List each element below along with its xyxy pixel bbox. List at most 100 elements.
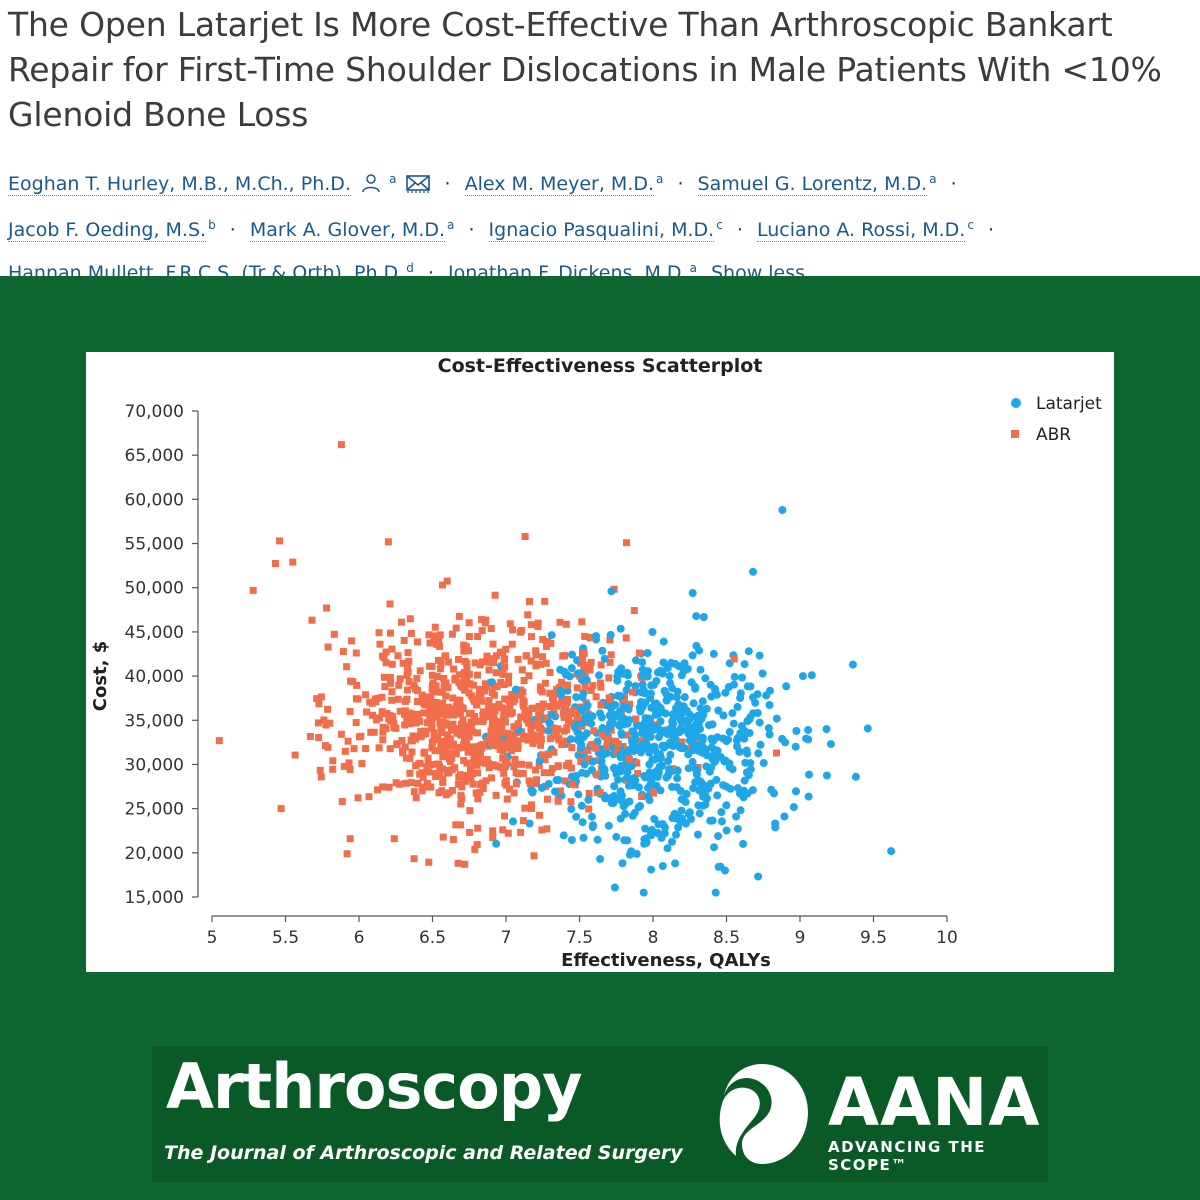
abr-point — [404, 649, 412, 657]
abr-point — [452, 750, 460, 758]
separator: · — [736, 219, 743, 241]
abr-point — [439, 765, 447, 773]
abr-point — [678, 738, 686, 746]
journal-name: Arthroscopy — [166, 1050, 583, 1123]
envelope-icon[interactable] — [406, 168, 431, 206]
abr-point — [431, 632, 439, 640]
author-link[interactable]: Alex M. Meyer, M.D. — [464, 173, 655, 196]
data-points — [215, 441, 896, 897]
abr-point — [456, 771, 464, 779]
abr-point — [511, 755, 519, 763]
abr-point — [437, 729, 445, 736]
latarjet-point — [672, 729, 681, 738]
latarjet-point — [639, 671, 648, 680]
abr-point — [493, 742, 501, 750]
latarjet-point — [653, 829, 662, 837]
latarjet-point — [699, 781, 708, 790]
latarjet-point — [650, 815, 659, 823]
latarjet-point — [610, 883, 619, 892]
abr-point — [479, 740, 487, 748]
abr-point — [526, 598, 533, 605]
latarjet-point — [741, 758, 750, 767]
latarjet-point — [624, 680, 633, 688]
author-link[interactable]: Luciano A. Rossi, M.D. — [756, 219, 966, 242]
abr-point — [439, 699, 446, 707]
abr-point — [537, 741, 545, 749]
abr-point — [532, 647, 540, 655]
author-link[interactable]: Eoghan T. Hurley, M.B., M.Ch., Ph.D. — [8, 173, 351, 196]
abr-point — [456, 671, 463, 679]
latarjet-point — [610, 792, 618, 800]
abr-point — [499, 826, 507, 834]
abr-point — [418, 787, 426, 795]
y-tick-label: 65,000 — [125, 446, 184, 466]
abr-point — [623, 539, 630, 547]
latarjet-point — [563, 686, 572, 695]
latarjet-point — [547, 710, 556, 719]
abr-point — [376, 714, 383, 722]
abr-point — [380, 673, 388, 681]
latarjet-point — [826, 740, 835, 749]
abr-point — [603, 742, 611, 750]
abr-point — [532, 651, 540, 659]
abr-point — [518, 760, 526, 768]
abr-point — [445, 755, 453, 763]
abr-point — [457, 743, 465, 751]
latarjet-point — [698, 697, 707, 706]
abr-point — [506, 710, 514, 718]
y-tick-label: 35,000 — [125, 711, 184, 731]
latarjet-point — [822, 725, 831, 734]
abr-point — [544, 751, 552, 758]
abr-point — [485, 713, 493, 721]
author-affiliation: c — [716, 218, 723, 232]
abr-point — [400, 637, 408, 644]
abr-point — [473, 761, 481, 769]
author-affiliation: d — [406, 261, 414, 275]
author-link[interactable]: Ignacio Pasqualini, M.D. — [488, 219, 715, 242]
abr-point — [449, 742, 457, 750]
abr-point — [508, 691, 516, 699]
abr-point — [470, 715, 478, 723]
chart-panel: Cost-Effectiveness Scatterplot 15,000 20,… — [86, 352, 1114, 972]
latarjet-point — [696, 665, 705, 674]
latarjet-point — [636, 707, 645, 716]
abr-point — [338, 798, 346, 805]
abr-point — [428, 724, 436, 732]
abr-point — [460, 680, 467, 688]
abr-point — [437, 722, 445, 730]
abr-point — [650, 789, 658, 797]
author-affiliation: a — [689, 261, 697, 275]
author-link[interactable]: Mark A. Glover, M.D. — [249, 219, 446, 242]
abr-point — [499, 754, 507, 762]
abr-point — [552, 728, 560, 736]
abr-point — [365, 793, 373, 801]
abr-point — [455, 656, 462, 663]
abr-point — [465, 733, 473, 741]
abr-point — [423, 780, 431, 787]
x-tick-label: 6 — [354, 928, 365, 948]
latarjet-point — [578, 719, 587, 728]
latarjet-point — [677, 806, 686, 815]
latarjet-point — [702, 751, 711, 760]
author-link[interactable]: Jacob F. Oeding, M.S. — [8, 219, 207, 242]
latarjet-point — [685, 736, 694, 745]
author-link[interactable]: Samuel G. Lorentz, M.D. — [697, 173, 928, 196]
latarjet-point — [625, 797, 634, 806]
latarjet-point — [689, 784, 698, 793]
latarjet-point — [689, 699, 698, 708]
latarjet-point — [714, 706, 723, 715]
person-icon[interactable] — [361, 168, 381, 206]
latarjet-point — [782, 682, 791, 691]
latarjet-point — [701, 674, 710, 683]
abr-point — [399, 747, 406, 755]
abr-point — [433, 713, 441, 721]
latarjet-point — [673, 774, 682, 783]
abr-point — [424, 754, 432, 762]
abr-point — [326, 719, 334, 727]
abr-point — [510, 723, 518, 731]
latarjet-point — [613, 676, 622, 685]
latarjet-point — [616, 750, 625, 759]
latarjet-point — [617, 729, 626, 738]
abr-point — [346, 835, 354, 843]
latarjet-point — [638, 665, 647, 674]
